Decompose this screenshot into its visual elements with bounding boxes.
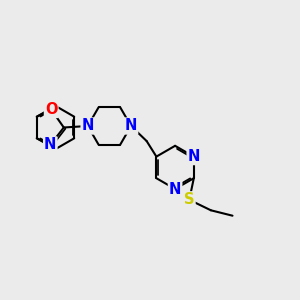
Text: N: N: [44, 137, 56, 152]
Text: S: S: [184, 192, 195, 207]
Text: N: N: [169, 182, 181, 196]
Text: N: N: [125, 118, 137, 134]
Text: O: O: [45, 102, 57, 117]
Text: N: N: [188, 149, 200, 164]
Text: N: N: [82, 118, 94, 134]
